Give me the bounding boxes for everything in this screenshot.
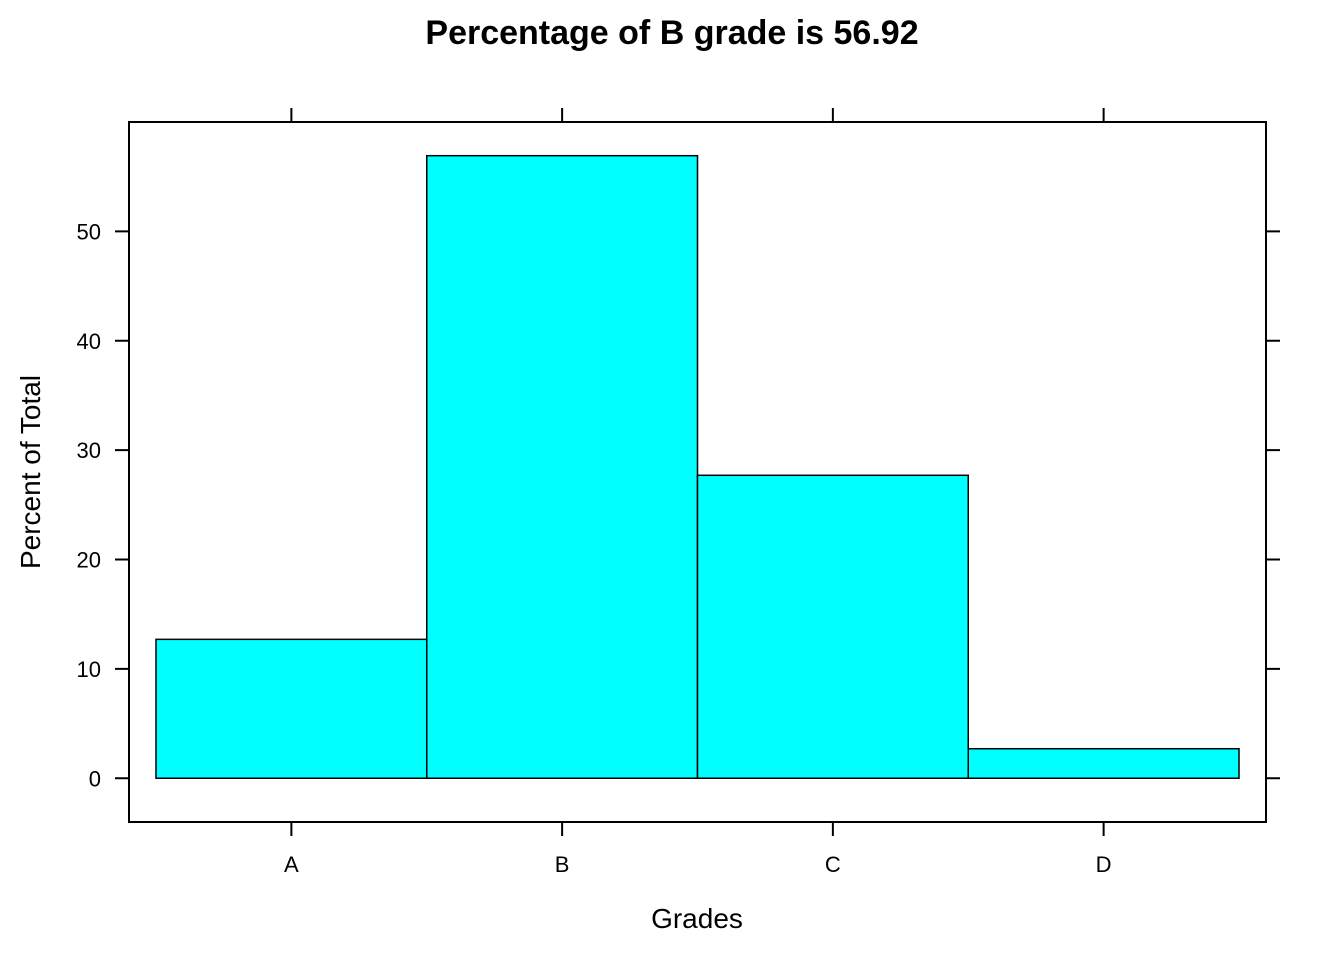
bar-a — [155, 638, 428, 779]
y-tick-label: 0 — [89, 766, 101, 791]
x-tick-label: D — [1096, 852, 1112, 877]
y-tick-label: 30 — [77, 438, 101, 463]
x-tick-label: C — [825, 852, 841, 877]
y-tick-label: 20 — [77, 548, 101, 573]
y-tick-label: 50 — [77, 219, 101, 244]
chart-title: Percentage of B grade is 56.92 — [425, 14, 918, 52]
bar-b — [426, 154, 699, 779]
plot-frame — [128, 121, 1267, 823]
bar-c — [696, 474, 969, 779]
x-axis-title: Grades — [651, 903, 743, 934]
y-tick-label: 10 — [77, 657, 101, 682]
axes-group: A B C D 0 10 20 30 40 50 — [77, 108, 1280, 877]
x-tick-label: A — [284, 852, 299, 877]
bar-d — [967, 747, 1240, 779]
bars-group — [155, 154, 1240, 779]
x-tick-label: B — [555, 852, 570, 877]
y-axis-title: Percent of Total — [15, 375, 46, 569]
y-tick-label: 40 — [77, 329, 101, 354]
